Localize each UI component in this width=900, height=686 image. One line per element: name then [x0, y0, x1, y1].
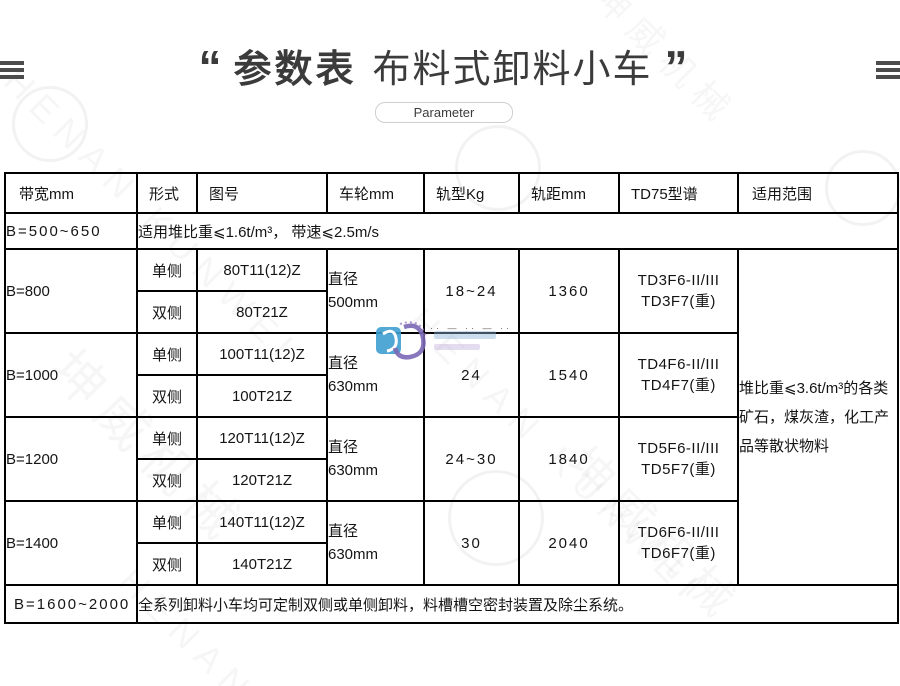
cell-drawing-800-single: 80T11(12)Z: [196, 248, 328, 292]
wheel-label: 直径: [328, 271, 359, 288]
line-bar: [0, 75, 24, 79]
cell-form-1200-single: 单侧: [136, 416, 198, 460]
td75-line1: TD3F6-II/III: [637, 272, 720, 289]
wheel-label: 直径: [328, 439, 359, 456]
right-lines-decoration: [876, 61, 900, 82]
wheel-label: 直径: [328, 523, 359, 540]
close-quote: ”: [664, 41, 688, 93]
cell-bandwidth-1400: B=1400: [4, 500, 138, 586]
column-header-rail-type: 轨型Kg: [423, 172, 520, 214]
cell-drawing-1400-double: 140T21Z: [196, 542, 328, 586]
table-row: 双侧 120T21Z: [5, 458, 898, 502]
cell-form-1400-single: 单侧: [136, 500, 198, 544]
left-lines-decoration: [0, 61, 24, 82]
cell-rail-type-1000: 24: [423, 332, 520, 418]
cell-drawing-1000-double: 100T21Z: [196, 374, 328, 418]
cell-td75-1200: TD5F6-II/III TD5F7(重): [618, 416, 739, 502]
cell-rail-type-1400: 30: [423, 500, 520, 586]
column-header-application: 适用范围: [737, 172, 899, 214]
cell-bandwidth-500-650: B=500~650: [4, 212, 138, 250]
wheel-value: 630mm: [328, 546, 379, 563]
cell-drawing-1400-single: 140T11(12)Z: [196, 500, 328, 544]
watermark-swirl: [12, 86, 88, 162]
column-header-rail-gauge: 轨距mm: [518, 172, 620, 214]
cell-note-500-650: 适用堆比重⩽1.6t/m³， 带速⩽2.5m/s: [136, 212, 899, 250]
cell-bandwidth-1600-2000: B=1600~2000: [4, 584, 138, 624]
cell-form-1200-double: 双侧: [136, 458, 198, 502]
table-row: B=1000 单侧 100T11(12)Z 直径 630mm 24 1540 T…: [4, 332, 898, 418]
column-header-wheel: 车轮mm: [326, 172, 425, 214]
column-header-td75: TD75型谱: [618, 172, 739, 214]
table-header-row: 带宽mm 形式 图号 车轮mm 轨型Kg 轨距mm TD75型谱 适用范围: [4, 172, 899, 214]
cell-bandwidth-1000: B=1000: [4, 332, 138, 418]
cell-rail-type-1200: 24~30: [423, 416, 520, 502]
cell-wheel-800: 直径 500mm: [326, 248, 425, 334]
cell-drawing-1200-double: 120T21Z: [196, 458, 328, 502]
line-bar: [0, 68, 24, 72]
cell-rail-gauge-1400: 2040: [518, 500, 620, 586]
cell-form-1000-double: 双侧: [136, 374, 198, 418]
cell-bandwidth-800: B=800: [4, 248, 138, 334]
td75-line2: TD3F7(重): [641, 293, 716, 310]
cell-rail-gauge-1000: 1540: [518, 332, 620, 418]
td75-line2: TD6F7(重): [641, 545, 716, 562]
table-row: B=800 单侧 80T11(12)Z 直径 500mm 18~24 1360 …: [4, 248, 899, 586]
td75-line1: TD6F6-II/III: [637, 524, 720, 541]
cell-td75-800: TD3F6-II/III TD3F7(重): [618, 248, 739, 334]
page-title: “ 参数表 布料式卸料小车 ”: [0, 38, 886, 93]
column-header-form: 形式: [136, 172, 198, 214]
line-bar: [0, 61, 24, 65]
wheel-value: 630mm: [328, 378, 379, 395]
cell-drawing-800-double: 80T21Z: [196, 290, 328, 334]
td75-line1: TD4F6-II/III: [637, 356, 720, 373]
cell-td75-1400: TD6F6-II/III TD6F7(重): [618, 500, 739, 586]
table-row: 双侧 80T21Z: [5, 290, 898, 334]
cell-application-scope: 堆比重⩽3.6t/m³的各类矿石，煤灰渣，化工产品等散状物料: [737, 248, 899, 586]
td75-line2: TD4F7(重): [641, 377, 716, 394]
cell-wheel-1200: 直径 630mm: [326, 416, 425, 502]
wheel-label: 直径: [328, 355, 359, 372]
table-row: B=1400 单侧 140T11(12)Z 直径 630mm 30 2040 T…: [4, 500, 898, 586]
cell-form-800-double: 双侧: [136, 290, 198, 334]
cell-td75-1000: TD4F6-II/III TD4F7(重): [618, 332, 739, 418]
parameter-badge: Parameter: [375, 102, 513, 123]
wheel-value: 630mm: [328, 462, 379, 479]
cell-note-1600-2000: 全系列卸料小车均可定制双侧或单侧卸料，料槽槽空密封装置及除尘系统。: [136, 584, 899, 624]
table-row: B=500~650 适用堆比重⩽1.6t/m³， 带速⩽2.5m/s: [4, 212, 899, 250]
title-primary: 参数表: [233, 49, 357, 91]
table-row: B=1200 单侧 120T11(12)Z 直径 630mm 24~30 184…: [4, 416, 898, 502]
td75-line2: TD5F7(重): [641, 461, 716, 478]
cell-drawing-1000-single: 100T11(12)Z: [196, 332, 328, 376]
table-row: B=1600~2000 全系列卸料小车均可定制双侧或单侧卸料，料槽槽空密封装置及…: [4, 584, 899, 624]
cell-form-1400-double: 双侧: [136, 542, 198, 586]
column-header-bandwidth: 带宽mm: [4, 172, 138, 214]
open-quote: “: [198, 41, 222, 93]
column-header-drawing-no: 图号: [196, 172, 328, 214]
title-secondary: 布料式卸料小车: [372, 49, 653, 91]
cell-bandwidth-1200: B=1200: [4, 416, 138, 502]
cell-form-1000-single: 单侧: [136, 332, 198, 376]
cell-wheel-1000: 直径 630mm: [326, 332, 425, 418]
line-bar: [876, 75, 900, 79]
line-bar: [876, 68, 900, 72]
table-row: 双侧 100T21Z: [5, 374, 898, 418]
wheel-value: 500mm: [328, 294, 379, 311]
td75-line1: TD5F6-II/III: [637, 440, 720, 457]
cell-wheel-1400: 直径 630mm: [326, 500, 425, 586]
cell-form-800-single: 单侧: [136, 248, 198, 292]
cell-rail-type-800: 18~24: [423, 248, 520, 334]
cell-rail-gauge-800: 1360: [518, 248, 620, 334]
parameter-table: 带宽mm 形式 图号 车轮mm 轨型Kg 轨距mm TD75型谱 适用范围 B=…: [4, 172, 899, 624]
table-row: 双侧 140T21Z: [5, 542, 898, 586]
cell-drawing-1200-single: 120T11(12)Z: [196, 416, 328, 460]
line-bar: [876, 61, 900, 65]
cell-rail-gauge-1200: 1840: [518, 416, 620, 502]
